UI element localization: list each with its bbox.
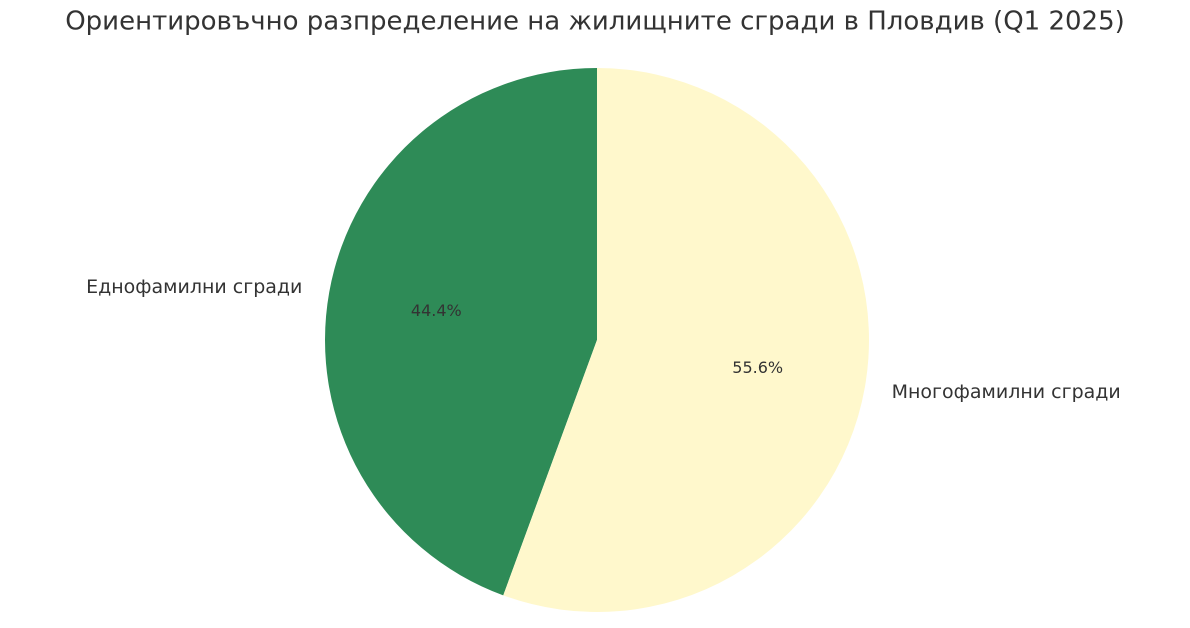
- category-label: Многофамилни сгради: [892, 381, 1121, 403]
- category-label: Еднофамилни сгради: [86, 276, 302, 298]
- pie-slice: [324, 68, 597, 596]
- value-label: 55.6%: [732, 358, 783, 377]
- value-label: 44.4%: [411, 301, 462, 320]
- pie-slice: [503, 68, 869, 612]
- chart-title: Ориентировъчно разпределение на жилищнит…: [65, 7, 1125, 37]
